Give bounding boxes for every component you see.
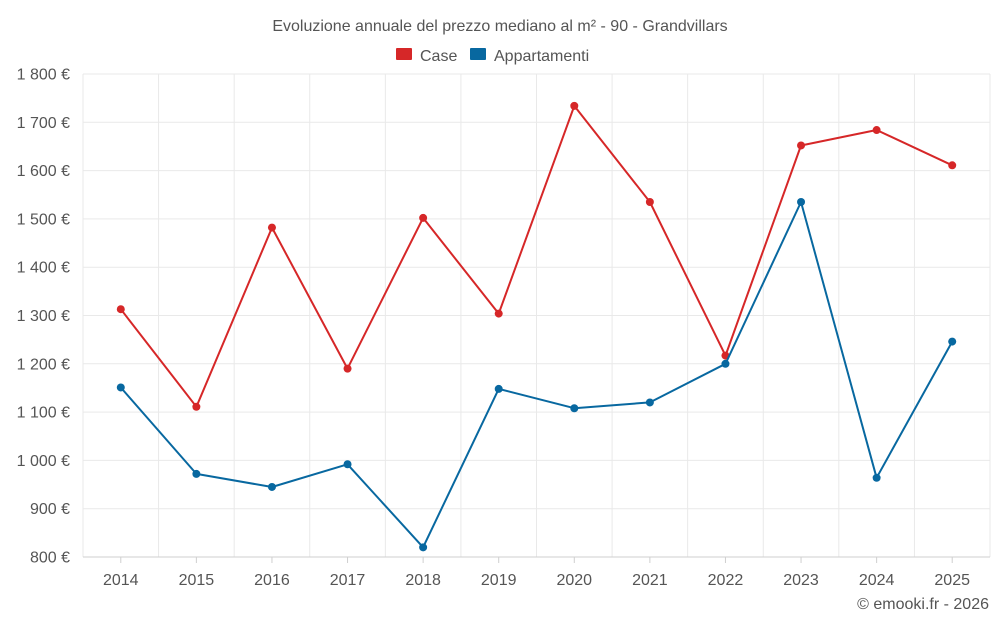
y-tick-label: 900 € [30, 501, 70, 518]
data-point [192, 469, 201, 478]
series-case [116, 101, 957, 411]
credit-text: © emooki.fr - 2026 [857, 596, 989, 613]
data-point [948, 337, 957, 346]
y-tick-label: 1 500 € [17, 211, 70, 228]
data-point [948, 161, 957, 170]
series-appartamenti [116, 197, 957, 552]
x-tick-label: 2023 [783, 572, 819, 589]
y-tick-label: 1 600 € [17, 163, 70, 180]
x-tick-label: 2020 [556, 572, 592, 589]
data-point [343, 460, 352, 469]
legend-label: Appartamenti [494, 48, 589, 65]
legend: Case Appartamenti [396, 48, 589, 65]
data-point [872, 126, 881, 135]
x-tick-label: 2022 [708, 572, 744, 589]
data-point [267, 482, 276, 491]
legend-swatch [396, 48, 412, 60]
axes: 800 € 900 € 1 000 € 1 100 € 1 200 € 1 300 € 1 … [17, 67, 990, 589]
data-point [494, 309, 503, 318]
y-tick-label: 1 400 € [17, 260, 70, 277]
grid [82, 73, 991, 558]
x-tick-label: 2021 [632, 572, 668, 589]
y-tick-label: 1 200 € [17, 356, 70, 373]
y-tick-label: 1 300 € [17, 308, 70, 325]
legend-swatch [470, 48, 486, 60]
data-point [570, 404, 579, 413]
data-point [797, 197, 806, 206]
y-tick-label: 1 100 € [17, 405, 70, 422]
data-point [645, 197, 654, 206]
data-point [116, 383, 125, 392]
x-tick-label: 2018 [405, 572, 441, 589]
data-point [419, 543, 428, 552]
legend-label: Case [420, 48, 457, 65]
series-line [120, 201, 954, 549]
x-tick-label: 2014 [103, 572, 139, 589]
data-point [116, 305, 125, 314]
data-point [419, 213, 428, 222]
data-point [721, 359, 730, 368]
x-tick-label: 2016 [254, 572, 290, 589]
data-point [797, 141, 806, 150]
chart-title: Evoluzione annuale del prezzo mediano al… [272, 18, 727, 35]
data-point [570, 101, 579, 110]
y-tick-label: 800 € [30, 550, 70, 567]
data-point [494, 384, 503, 393]
y-tick-label: 1 800 € [17, 67, 70, 84]
data-point [872, 473, 881, 482]
data-point [267, 223, 276, 232]
series-layer [116, 101, 957, 552]
x-tick-label: 2019 [481, 572, 517, 589]
x-tick-label: 2017 [330, 572, 366, 589]
data-point [645, 398, 654, 407]
x-tick-label: 2024 [859, 572, 895, 589]
y-tick-label: 1 700 € [17, 115, 70, 132]
y-tick-label: 1 000 € [17, 453, 70, 470]
series-line [120, 104, 953, 408]
data-point [192, 402, 201, 411]
x-tick-label: 2025 [934, 572, 970, 589]
x-tick-label: 2015 [179, 572, 215, 589]
data-point [343, 364, 352, 373]
